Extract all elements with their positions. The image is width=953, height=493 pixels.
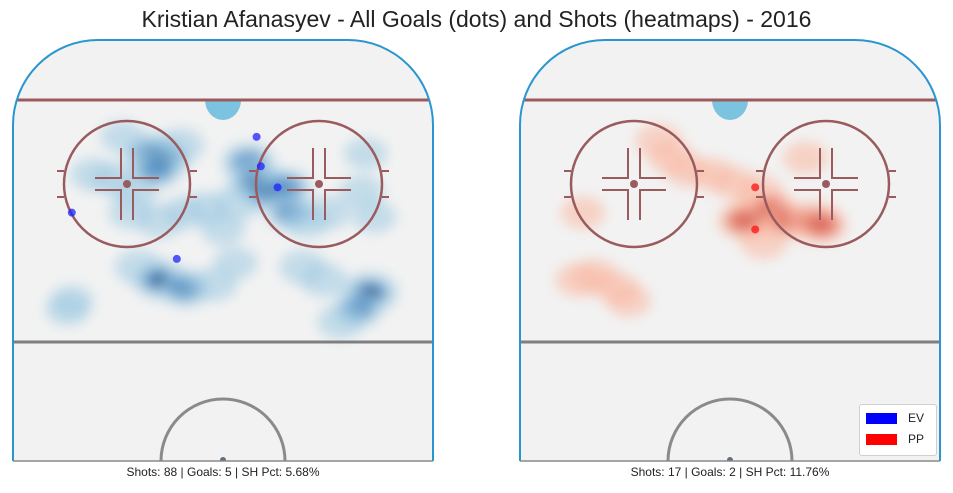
legend-swatch-pp [866,433,897,445]
legend-entry-ev: EV [866,410,924,426]
legend: EV PP [859,404,937,456]
shot-density-blob [783,141,829,175]
goal-dot [751,183,760,192]
shot-density-blob [344,137,388,170]
goal-dot [172,254,181,263]
chart-title: Kristian Afanasyev - All Goals (dots) an… [141,6,812,32]
goal-crease [712,100,748,120]
boards-ev [12,39,434,461]
goal-dot [751,225,760,234]
faceoff-circle-left [564,119,704,249]
center-dot [220,457,226,461]
shot-heatmap [45,120,399,340]
rink-panel-ev [12,39,434,462]
shot-density-blob [269,176,303,199]
shot-density-blob [607,284,652,318]
shot-heatmap [555,123,848,318]
boards-pp [519,39,941,461]
goal-dot [256,162,265,171]
goal-dot [273,183,282,192]
center-dot [727,457,733,461]
goal-dot [252,132,261,141]
shot-density-blob [200,213,246,246]
shot-density-blob [50,285,94,317]
ice-surface [520,40,940,461]
panel-caption-ev: Shots: 88 | Goals: 5 | SH Pct: 5.68% [126,465,320,479]
shot-density-blob [300,262,348,298]
faceoff-circle-right [756,119,896,249]
shot-density-blob [70,158,116,192]
panel-caption-pp: Shots: 17 | Goals: 2 | SH Pct: 11.76% [630,465,830,479]
legend-entry-pp: PP [866,431,924,447]
shot-density-blob [304,195,352,230]
faceoff-circle-left [57,119,197,249]
legend-label-ev: EV [908,411,925,425]
goal-crease [205,100,241,120]
shot-density-blob [100,120,145,154]
shot-density-blob [560,196,606,229]
legend-label-pp: PP [908,432,925,446]
rink-panel-pp [519,39,941,462]
legend-swatch-ev [866,412,897,424]
center-circle [666,397,794,461]
shot-density-blob [139,159,172,182]
shot-density-blob [740,224,788,260]
shot-density-blob [806,214,839,237]
center-circle [159,397,287,461]
shot-density-blob [213,246,258,280]
faceoff-circle-right [249,119,389,249]
shot-density-blob [317,304,364,340]
goal-dot [67,208,76,217]
shot-density-blob [339,175,385,209]
